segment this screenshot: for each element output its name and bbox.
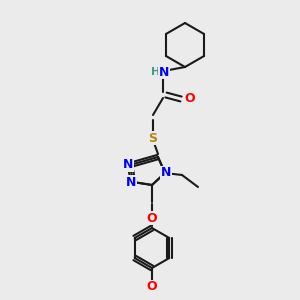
Text: O: O xyxy=(147,212,157,224)
Text: H: H xyxy=(152,67,160,77)
Text: N: N xyxy=(126,176,136,188)
Text: N: N xyxy=(123,158,133,172)
Text: O: O xyxy=(185,92,195,106)
Text: S: S xyxy=(148,131,158,145)
Text: O: O xyxy=(147,280,157,293)
Text: N: N xyxy=(159,65,169,79)
Text: N: N xyxy=(161,167,171,179)
